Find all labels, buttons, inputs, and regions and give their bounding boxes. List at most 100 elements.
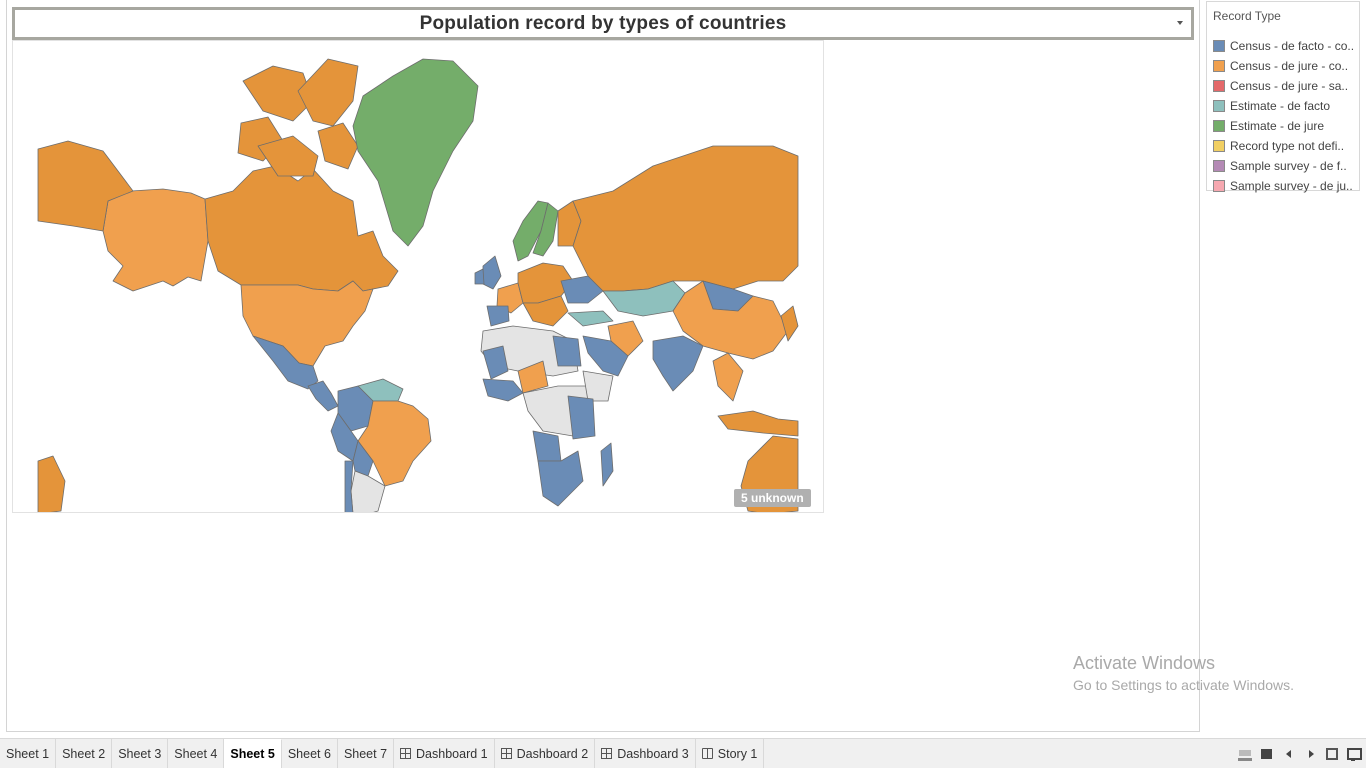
map-country-iran[interactable] (607, 320, 644, 357)
map-country-canada-islands-2[interactable] (297, 58, 359, 127)
tabs-view-icon[interactable] (1260, 747, 1274, 761)
tab-label: Sheet 5 (230, 747, 275, 761)
record-type-legend: Record Type Census - de facto - co.. Cen… (1206, 1, 1360, 193)
map-country-indonesia[interactable] (717, 410, 799, 437)
legend-swatch-icon (1213, 120, 1225, 132)
map-country-india[interactable] (652, 335, 704, 392)
map-country-alaska[interactable] (102, 188, 209, 292)
map-country-canada[interactable] (204, 165, 399, 292)
map-country-mexico[interactable] (252, 335, 319, 390)
map-country-ethiopia[interactable] (582, 370, 614, 402)
tab-strip-controls (1230, 739, 1362, 768)
tab-label: Sheet 7 (343, 746, 388, 761)
title-dropdown-icon[interactable] (1174, 17, 1186, 29)
map-country-china[interactable] (672, 280, 789, 360)
watermark-subtitle: Go to Settings to activate Windows. (1073, 677, 1294, 693)
tab-label: Dashboard 2 (516, 746, 589, 761)
tab-label: Sheet 2 (62, 746, 106, 761)
legend-item-label: Sample survey - de ju.. (1230, 179, 1353, 193)
legend-item[interactable]: Estimate - de facto (1213, 96, 1353, 116)
tab-label: Sheet 1 (6, 746, 50, 761)
map-country-turkey[interactable] (567, 310, 614, 327)
legend-item[interactable]: Census - de facto - co.. (1213, 36, 1353, 56)
worksheet-title: Population record by types of countries (419, 12, 787, 34)
legend-item[interactable]: Census - de jure - co.. (1213, 56, 1353, 76)
legend-item-label: Estimate - de jure (1230, 119, 1325, 133)
legend-items: Census - de facto - co.. Census - de jur… (1213, 36, 1353, 196)
map-country-russia-east-left[interactable] (37, 140, 134, 232)
tab-label: Sheet 6 (287, 746, 331, 761)
map-country-italy-balkans[interactable] (522, 295, 569, 327)
map-country-egypt[interactable] (552, 335, 582, 367)
tab-dashboard-2[interactable]: Dashboard 2 (495, 739, 596, 768)
map-country-central-america[interactable] (307, 380, 339, 412)
tab-sheet-4[interactable]: Sheet 4 (168, 739, 225, 768)
map-country-argentina[interactable] (350, 470, 386, 513)
map-country-ireland[interactable] (474, 268, 485, 285)
map-country-chile[interactable] (344, 460, 354, 513)
legend-item-label: Sample survey - de f.. (1230, 159, 1347, 173)
unknown-locations-badge[interactable]: 5 unknown (734, 489, 811, 507)
map-country-russia[interactable] (572, 145, 799, 292)
map-country-canada-islands-5[interactable] (317, 122, 359, 170)
map-country-arabia[interactable] (582, 335, 629, 377)
dashboard-icon (500, 748, 512, 759)
legend-swatch-icon (1213, 100, 1225, 112)
map-country-sweden[interactable] (532, 202, 559, 257)
tab-sheet-6[interactable]: Sheet 6 (282, 739, 338, 768)
map-country-brazil[interactable] (357, 400, 432, 487)
map-country-france[interactable] (496, 282, 524, 314)
worksheet-title-bar[interactable]: Population record by types of countries (12, 7, 1194, 40)
map-canvas[interactable] (13, 41, 824, 513)
legend-item[interactable]: Estimate - de jure (1213, 116, 1353, 136)
map-country-greenland[interactable] (352, 58, 479, 247)
legend-item[interactable]: Record type not defi.. (1213, 136, 1353, 156)
dashboard-icon (400, 748, 412, 759)
tab-sheet-5[interactable]: Sheet 5 (224, 739, 282, 768)
legend-item[interactable]: Census - de jure - sa.. (1213, 76, 1353, 96)
legend-title: Record Type (1213, 9, 1281, 23)
map-country-canada-islands-4[interactable] (257, 135, 319, 177)
legend-swatch-icon (1213, 40, 1225, 52)
legend-item-label: Census - de jure - sa.. (1230, 79, 1349, 93)
previous-sheet-icon[interactable] (1282, 747, 1296, 761)
tab-label: Dashboard 1 (416, 746, 488, 761)
map-country-southern-africa[interactable] (537, 450, 584, 507)
tab-dashboard-1[interactable]: Dashboard 1 (394, 739, 495, 768)
fit-screen-icon[interactable] (1326, 748, 1338, 760)
map-country-se-asia[interactable] (712, 352, 744, 402)
legend-item[interactable]: Sample survey - de ju.. (1213, 176, 1353, 196)
next-sheet-icon[interactable] (1304, 747, 1318, 761)
legend-item-label: Estimate - de facto (1230, 99, 1331, 113)
map-country-usa[interactable] (240, 280, 374, 367)
tab-sheet-3[interactable]: Sheet 3 (112, 739, 169, 768)
tab-dashboard-3[interactable]: Dashboard 3 (595, 739, 696, 768)
tab-sheet-7[interactable]: Sheet 7 (338, 739, 395, 768)
presentation-mode-icon[interactable] (1346, 747, 1362, 761)
filmstrip-view-icon[interactable] (1238, 747, 1252, 761)
legend-swatch-icon (1213, 180, 1225, 192)
map-country-madagascar[interactable] (600, 442, 614, 487)
map-country-oceania-left[interactable] (37, 455, 66, 513)
map-country-angola[interactable] (532, 430, 562, 462)
map-country-west-africa[interactable] (482, 378, 524, 402)
tab-sheet-1[interactable]: Sheet 1 (0, 739, 57, 768)
map-country-mali[interactable] (482, 345, 509, 380)
story-icon (701, 748, 713, 759)
map-country-niger-chad[interactable] (517, 360, 549, 394)
tab-label: Story 1 (717, 746, 758, 761)
legend-item-label: Census - de facto - co.. (1230, 39, 1353, 53)
map-country-japan[interactable] (780, 305, 799, 342)
map-country-east-africa[interactable] (567, 395, 596, 440)
map-country-spain[interactable] (486, 305, 510, 327)
legend-swatch-icon (1213, 60, 1225, 72)
world-map[interactable]: 5 unknown (12, 40, 824, 513)
tab-sheet-2[interactable]: Sheet 2 (56, 739, 113, 768)
legend-swatch-icon (1213, 140, 1225, 152)
tab-label: Dashboard 3 (617, 746, 689, 761)
tab-story-1[interactable]: Story 1 (696, 739, 765, 768)
map-country-ukraine[interactable] (560, 275, 604, 304)
map-country-uk[interactable] (482, 255, 502, 290)
legend-item[interactable]: Sample survey - de f.. (1213, 156, 1353, 176)
